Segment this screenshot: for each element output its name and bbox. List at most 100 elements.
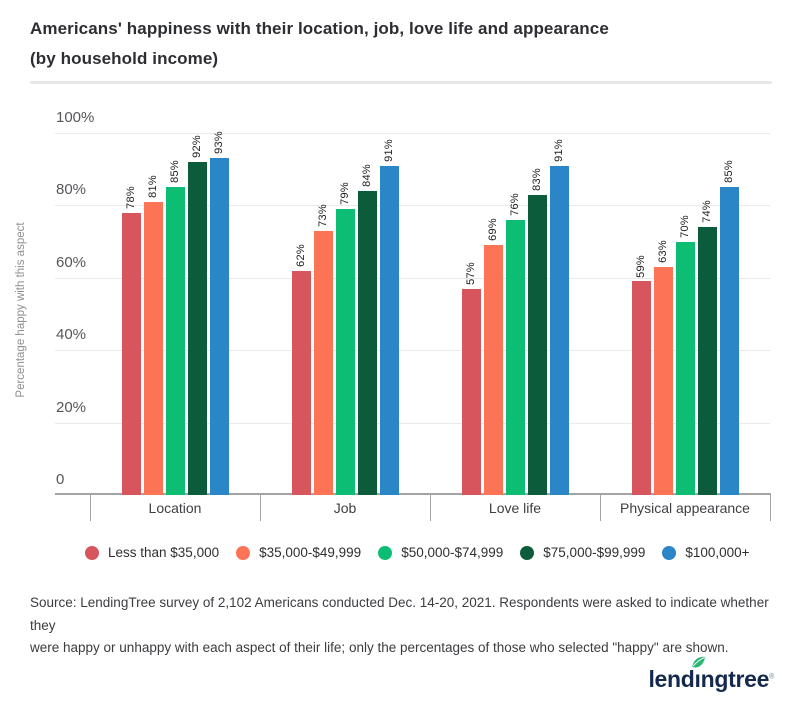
x-axis-tick — [90, 495, 91, 521]
header-divider — [30, 81, 772, 84]
bar-value-label: 85% — [169, 160, 181, 184]
bar-group: 62% 73% 79% 84% 91% — [260, 139, 430, 495]
x-axis-tick — [260, 495, 261, 521]
gridline — [55, 133, 770, 134]
bar-value-label: 76% — [509, 192, 521, 216]
bar — [187, 161, 207, 495]
chart-header: Americans' happiness with their location… — [30, 14, 772, 74]
chart-title-line1: Americans' happiness with their location… — [30, 19, 609, 38]
x-axis-category-label: Love life — [488, 500, 542, 516]
legend-item: $75,000-$99,999 — [520, 545, 645, 560]
y-axis-title: Percentage happy with this aspect — [15, 222, 27, 398]
legend-label: $75,000-$99,999 — [543, 545, 646, 560]
legend-label: $100,000+ — [685, 545, 750, 560]
leaf-icon — [691, 656, 705, 668]
bar-value-label: 70% — [679, 214, 691, 238]
source-note: Source: LendingTree survey of 2,102 Amer… — [30, 592, 775, 660]
y-axis-tick-label: 40% — [56, 326, 87, 344]
source-note-line: Source: LendingTree survey of 2,102 Amer… — [30, 595, 769, 633]
legend-item: $35,000-$49,999 — [236, 545, 361, 560]
x-axis-category-label: Job — [333, 500, 357, 516]
y-axis-tick-label: 60% — [56, 253, 87, 271]
x-axis-tick — [770, 495, 771, 521]
bar — [631, 281, 651, 495]
bar-value-label: 69% — [487, 218, 499, 242]
bar — [527, 194, 547, 495]
bar-column: 81% — [143, 174, 163, 495]
bar — [379, 165, 399, 495]
bar — [675, 241, 695, 495]
x-axis-category-label: Location — [148, 500, 202, 516]
logo-text-before: lend — [648, 666, 695, 692]
bar-value-label: 63% — [657, 240, 669, 263]
bar-value-label: 78% — [125, 185, 137, 209]
bar — [357, 190, 377, 495]
bar — [549, 165, 569, 495]
bar-value-label: 92% — [191, 135, 203, 158]
bar-value-label: 73% — [317, 203, 329, 227]
chart-legend: Less than $35,000 $35,000-$49,999 $50,000-… — [85, 545, 750, 560]
bar — [483, 245, 503, 495]
bar-value-label: 74% — [701, 200, 713, 224]
y-axis-tick-label: 0 — [56, 471, 65, 488]
bar — [697, 227, 717, 495]
legend-color-dot — [236, 545, 251, 560]
bar-column: 91% — [379, 138, 399, 495]
bar-column: 83% — [527, 168, 547, 495]
bar-column: 85% — [719, 160, 739, 495]
bar-column: 85% — [165, 160, 185, 495]
x-axis-tick — [600, 495, 601, 521]
bar-column: 78% — [121, 185, 141, 495]
lendingtree-logo: lendı ngtree® — [648, 656, 774, 693]
bar-column: 93% — [209, 131, 229, 495]
legend-item: $100,000+ — [662, 545, 750, 560]
x-axis-category-label: Physical appearance — [620, 500, 750, 516]
bar — [291, 270, 311, 495]
bar — [313, 230, 333, 495]
bar-column: 69% — [483, 218, 503, 495]
bar-column: 62% — [291, 243, 311, 495]
bar — [719, 187, 739, 495]
y-axis-tick-label: 100% — [56, 109, 95, 126]
gridline — [55, 277, 770, 279]
bar-value-label: 81% — [147, 174, 159, 198]
bar-column: 57% — [461, 261, 481, 495]
bar-value-label: 93% — [213, 131, 225, 155]
legend-label: $50,000-$74,999 — [401, 545, 504, 560]
legend-item: $50,000-$74,999 — [378, 545, 503, 560]
logo-letter-i: ı — [691, 656, 705, 693]
x-axis-tick — [430, 495, 431, 521]
bar — [653, 266, 673, 495]
legend-color-dot — [378, 545, 393, 560]
bar-column: 74% — [697, 200, 717, 495]
bar-value-label: 91% — [383, 138, 395, 162]
bar-value-label: 84% — [361, 164, 373, 187]
legend-item: Less than $35,000 — [85, 545, 219, 560]
bar-group: 59% 63% 70% 74% 85% — [600, 160, 770, 495]
bar-value-label: 57% — [465, 261, 477, 285]
bar-column: 91% — [549, 139, 569, 495]
bar — [165, 187, 185, 495]
legend-color-dot — [85, 545, 99, 560]
gridline — [55, 205, 770, 207]
bar-value-label: 62% — [295, 243, 307, 267]
x-axis-line — [55, 493, 771, 495]
source-note-line: were happy or unhappy with each aspect o… — [30, 640, 729, 656]
bar-column: 76% — [505, 192, 525, 495]
bar-column: 73% — [313, 203, 333, 495]
y-axis-tick-label: 80% — [56, 181, 87, 199]
logo-text-after: ngtree — [700, 666, 770, 692]
bar — [121, 212, 141, 495]
legend-label: Less than $35,000 — [108, 545, 220, 560]
bar-value-label: 79% — [339, 182, 351, 206]
bar-chart: Percentage happy with this aspect 100% 80… — [0, 100, 800, 530]
bar — [505, 219, 525, 495]
bar-column: 84% — [357, 164, 377, 495]
legend-color-dot — [520, 545, 535, 560]
legend-label: $35,000-$49,999 — [259, 545, 362, 560]
legend-color-dot — [662, 545, 677, 560]
bar — [335, 209, 355, 495]
bar-column: 63% — [653, 240, 673, 495]
bar-group: 57% 69% 76% 83% 91% — [430, 139, 600, 495]
